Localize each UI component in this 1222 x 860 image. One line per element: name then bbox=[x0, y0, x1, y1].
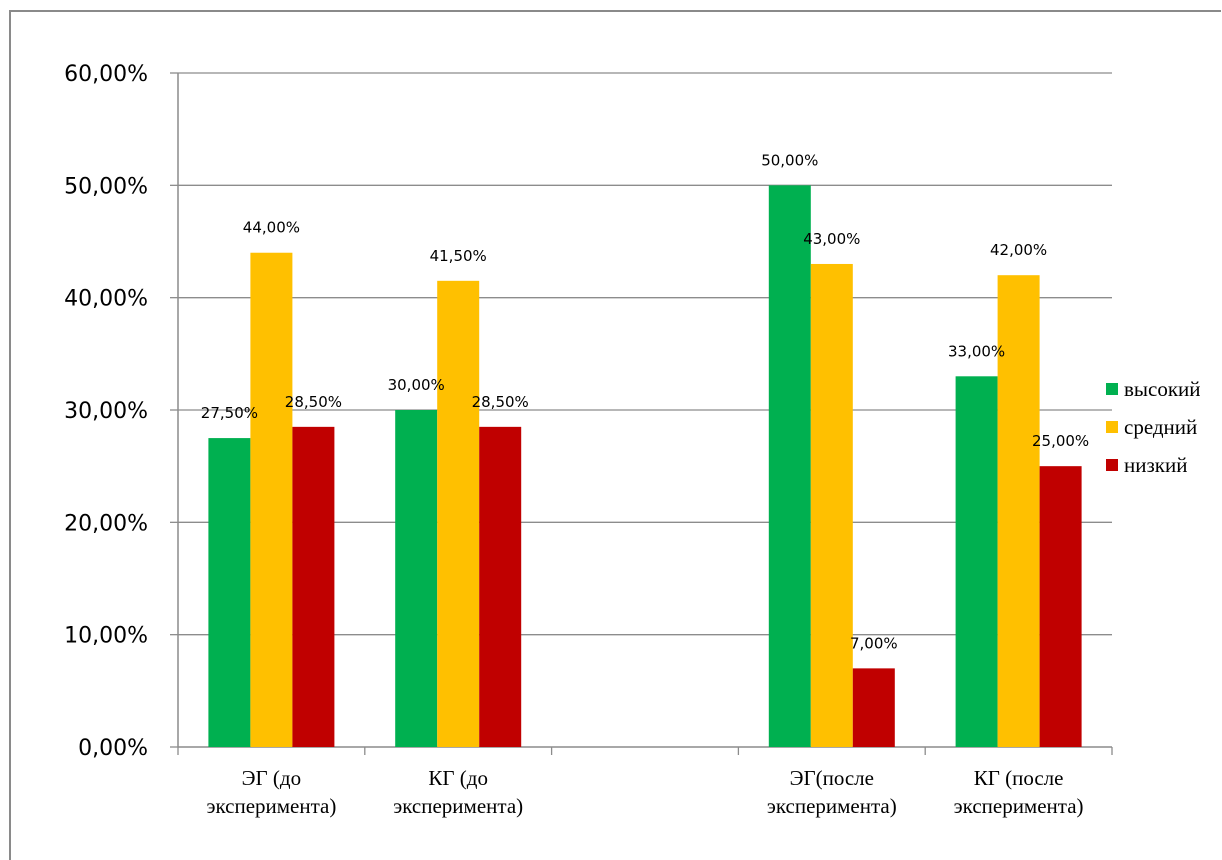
x-category-label: эксперимента) bbox=[206, 794, 336, 818]
legend-label: средний bbox=[1124, 415, 1197, 439]
x-category-label: ЭГ(после bbox=[790, 766, 874, 790]
bar bbox=[1039, 466, 1082, 747]
legend: высокий средний низкий bbox=[1106, 377, 1201, 477]
data-label: 50,00% bbox=[761, 151, 818, 169]
legend-label: высокий bbox=[1124, 377, 1201, 401]
legend-swatch bbox=[1106, 421, 1118, 433]
bars bbox=[208, 185, 1082, 748]
bar bbox=[997, 275, 1040, 747]
data-label: 33,00% bbox=[948, 342, 1005, 360]
bar bbox=[852, 668, 895, 747]
bar bbox=[479, 426, 522, 747]
bar bbox=[292, 426, 335, 747]
data-label: 41,50% bbox=[430, 247, 487, 265]
bar bbox=[768, 185, 811, 748]
bar bbox=[955, 376, 998, 747]
data-label: 28,50% bbox=[285, 393, 342, 411]
data-label: 30,00% bbox=[388, 376, 445, 394]
y-tick-label: 20,00% bbox=[64, 511, 148, 536]
y-tick-label: 10,00% bbox=[64, 624, 148, 649]
y-tick-label: 0,00% bbox=[78, 736, 148, 761]
y-tick-label: 40,00% bbox=[64, 287, 148, 312]
data-label: 28,50% bbox=[472, 393, 529, 411]
axes: 0,00% 10,00% 20,00% 30,00% 40,00% 50,00% 60,00… bbox=[64, 62, 1113, 818]
x-category-label: ЭГ (до bbox=[242, 766, 301, 790]
data-label: 7,00% bbox=[850, 634, 898, 652]
bar bbox=[437, 280, 480, 747]
data-label: 25,00% bbox=[1032, 432, 1089, 450]
x-category-label: эксперимента) bbox=[767, 794, 897, 818]
legend-swatch bbox=[1106, 383, 1118, 395]
bar bbox=[250, 252, 293, 747]
data-label: 42,00% bbox=[990, 241, 1047, 259]
x-category-label: КГ (после bbox=[974, 766, 1064, 790]
legend-swatch bbox=[1106, 459, 1118, 471]
data-label: 44,00% bbox=[243, 219, 300, 237]
data-labels: 27,50% 44,00% 28,50% 30,00% 41,50% 28,50% 50,0… bbox=[201, 151, 1089, 652]
chart-frame bbox=[9, 10, 1221, 860]
x-category-label: эксперимента) bbox=[954, 794, 1084, 818]
legend-label: низкий bbox=[1124, 453, 1187, 477]
y-tick-label: 50,00% bbox=[64, 174, 148, 199]
bar bbox=[208, 438, 251, 747]
data-label: 27,50% bbox=[201, 404, 258, 422]
bar bbox=[810, 263, 853, 747]
y-tick-label: 30,00% bbox=[64, 399, 148, 424]
bar bbox=[395, 410, 438, 747]
data-label: 43,00% bbox=[803, 230, 860, 248]
y-tick-label: 60,00% bbox=[64, 62, 148, 87]
x-category-label: эксперимента) bbox=[393, 794, 523, 818]
x-category-label: КГ (до bbox=[428, 766, 488, 790]
